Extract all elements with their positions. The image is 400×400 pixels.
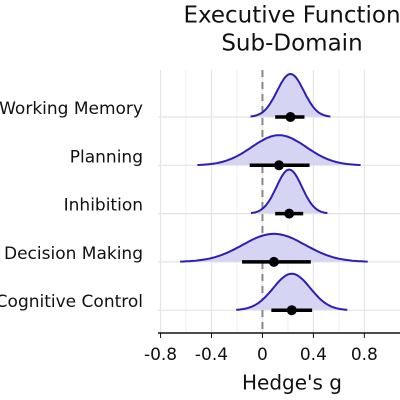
point-estimate: [274, 160, 284, 171]
chart-subtitle: Sub-Domain: [221, 31, 362, 57]
x-tick-label: -0.4: [195, 345, 228, 365]
point-estimate: [286, 305, 297, 316]
density-curve: [236, 272, 348, 311]
chart-title: Executive Function: [183, 3, 400, 29]
density-curve: [180, 232, 368, 263]
y-tick-label: Cognitive Control: [0, 292, 143, 312]
point-estimate: [285, 112, 296, 122]
y-tick-label: Planning: [70, 147, 143, 167]
density-area: [251, 169, 328, 214]
density-area: [180, 233, 368, 262]
x-tick-label: 0.4: [300, 345, 327, 365]
point-estimate: [268, 256, 279, 267]
y-tick-label: Inhibition: [64, 196, 143, 216]
point-estimate: [284, 208, 295, 219]
x-tick-label: -0.8: [144, 345, 177, 365]
y-tick-label: Working Memory: [0, 99, 143, 119]
x-axis-label: Hedge's g: [242, 371, 342, 395]
density-area: [197, 135, 361, 165]
density-curve: [197, 134, 361, 166]
density-curve: [250, 168, 328, 215]
x-tick-label: 0: [257, 345, 268, 365]
density-area: [236, 273, 348, 310]
x-tick-label: 0.8: [351, 345, 378, 365]
density-curve: [250, 72, 331, 118]
density-area: [250, 74, 331, 117]
y-tick-label: Decision Making: [4, 244, 143, 264]
